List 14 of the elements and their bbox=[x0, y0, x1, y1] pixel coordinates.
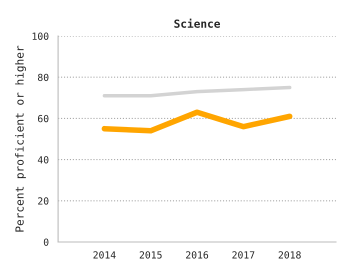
y-tick-label: 0 bbox=[44, 238, 48, 246]
x-tick-label: 2014 bbox=[93, 251, 116, 259]
y-tick-label: 80 bbox=[38, 74, 48, 82]
x-tick-label: 2018 bbox=[278, 251, 301, 259]
x-tick-label: 2017 bbox=[232, 251, 254, 259]
line-series bbox=[102, 86, 292, 98]
x-tick-label: 2016 bbox=[186, 251, 208, 259]
chart-title: Science bbox=[174, 18, 220, 28]
y-tick-label: 40 bbox=[38, 156, 48, 164]
y-tick-label: 20 bbox=[38, 197, 48, 205]
y-tick-label: 100 bbox=[32, 32, 48, 40]
y-tick-label: 60 bbox=[38, 114, 48, 122]
x-tick-label: 2015 bbox=[140, 251, 162, 259]
y-axis-title: Percent proficient or higher bbox=[15, 46, 26, 232]
